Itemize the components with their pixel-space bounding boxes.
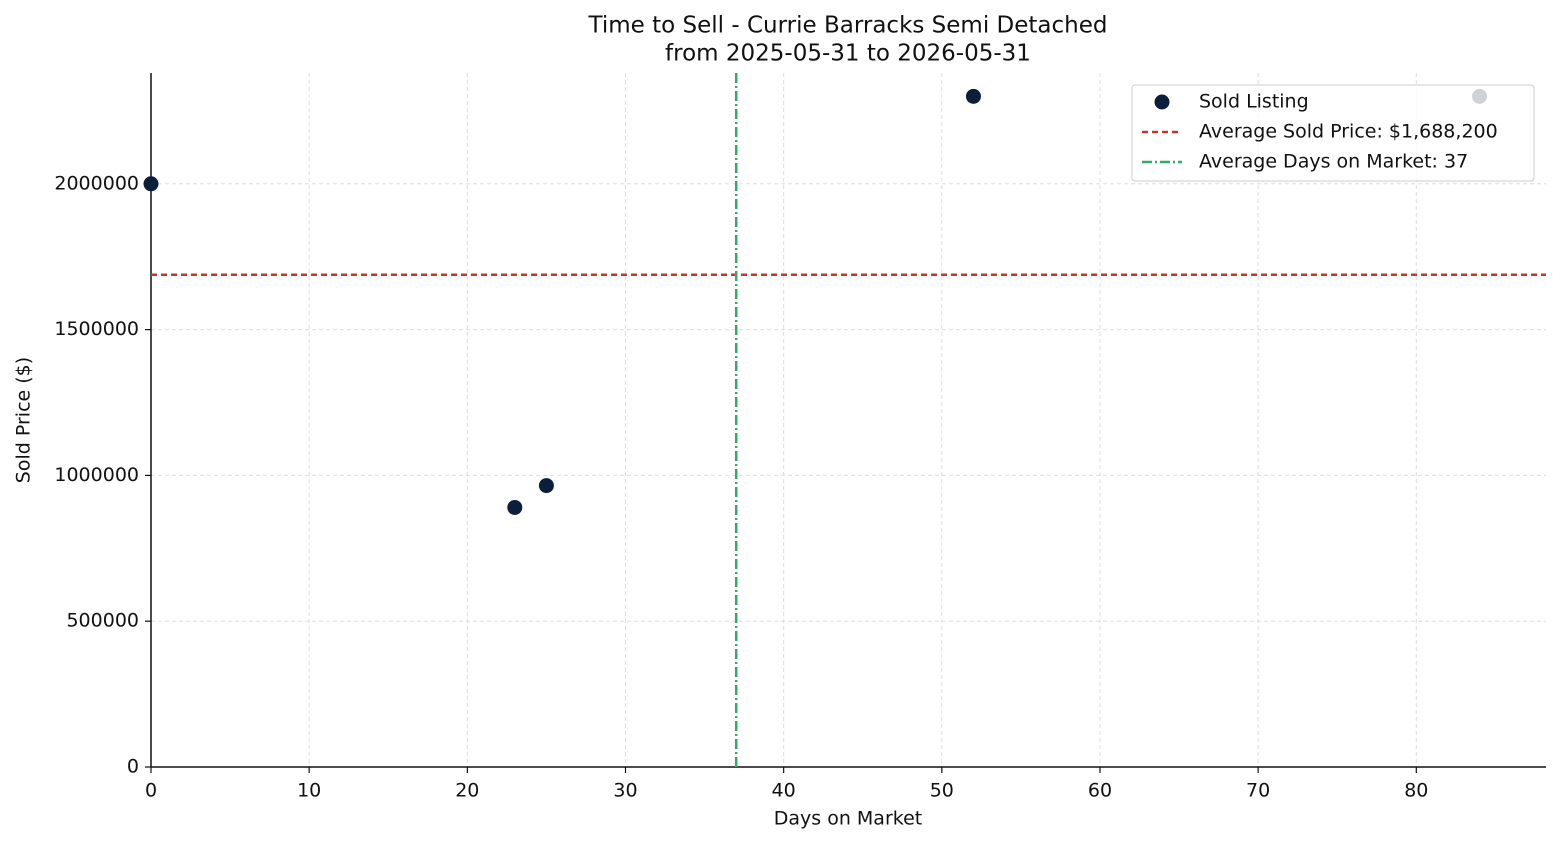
y-axis-label: Sold Price ($): [13, 357, 35, 483]
point: [965, 88, 981, 104]
y-tick-label: 2000000: [54, 172, 139, 194]
chart-title: Time to Sell - Currie Barracks Semi Deta…: [588, 13, 1108, 39]
y-tick-label: 0: [127, 756, 139, 778]
x-tick-label: 20: [455, 780, 479, 802]
point: [507, 499, 523, 515]
x-tick-label: 30: [613, 780, 637, 802]
chart-subtitle: from 2025-05-31 to 2026-05-31: [665, 41, 1031, 67]
x-tick-label: 80: [1404, 780, 1428, 802]
x-tick-label: 60: [1088, 780, 1112, 802]
x-axis-label: Days on Market: [774, 808, 922, 830]
y-tick-label: 1000000: [54, 464, 139, 486]
legend-label: Sold Listing: [1199, 91, 1309, 113]
point: [538, 478, 554, 494]
x-tick-label: 0: [145, 780, 157, 802]
legend-label: Average Days on Market: 37: [1199, 151, 1468, 173]
point: [143, 176, 159, 192]
y-tick-label: 500000: [66, 610, 139, 632]
x-tick-label: 10: [297, 780, 321, 802]
legend-marker: [1154, 94, 1170, 110]
x-tick-label: 50: [930, 780, 954, 802]
x-tick-label: 40: [772, 780, 796, 802]
x-tick-label: 70: [1246, 780, 1270, 802]
legend-box: [1131, 84, 1535, 182]
legend: Sold Listing Average Sold Price: $1,688,2…: [1131, 84, 1535, 182]
legend-label: Average Sold Price: $1,688,200: [1199, 121, 1498, 143]
y-tick-label: 1500000: [54, 318, 139, 340]
